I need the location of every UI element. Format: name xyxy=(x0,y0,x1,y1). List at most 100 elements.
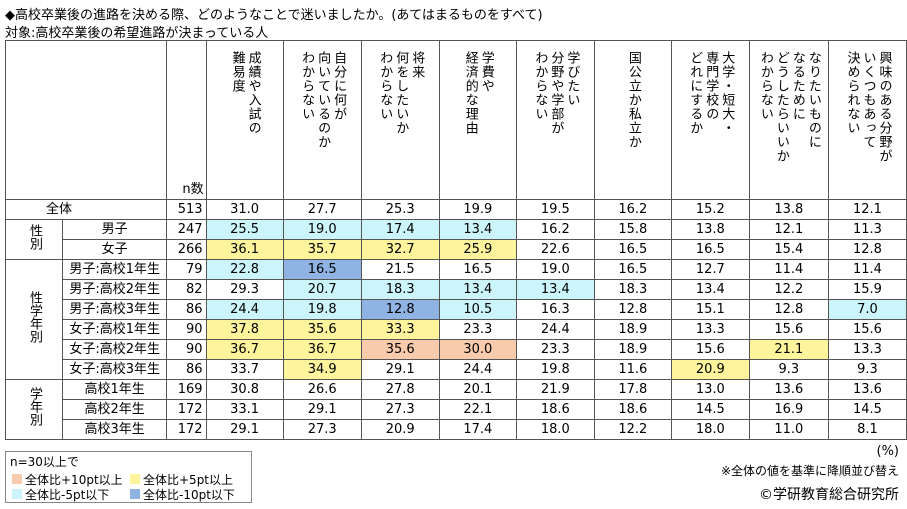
column-header-line: どうしたらいいか xyxy=(773,51,789,163)
value: 13.4 xyxy=(695,282,725,297)
value-cell: 16.5 xyxy=(593,259,672,280)
legend-swatch xyxy=(12,489,22,499)
column-header-text: なりたいものに なるために どうしたらいいか わからない xyxy=(757,41,821,163)
n-cell: 86 xyxy=(166,359,207,380)
header-row: n数 成績や入試の 難易度 自分に何が 向いているのか わからない 将来 何をしたいか わからな… xyxy=(4,40,907,200)
value: 20.9 xyxy=(695,362,725,377)
value-cell: 17.4 xyxy=(360,219,440,240)
value-cell: 14.5 xyxy=(670,399,750,420)
value-cell: 22.6 xyxy=(515,239,595,260)
value-cell: 12.7 xyxy=(670,259,750,280)
value: 29.3 xyxy=(230,282,260,297)
value: 35.6 xyxy=(385,342,415,357)
column-header-line: なるために xyxy=(789,51,805,121)
value-cell: 27.7 xyxy=(282,199,362,220)
value: 27.3 xyxy=(307,422,337,437)
value: 11.0 xyxy=(774,422,804,437)
value: 36.7 xyxy=(307,342,337,357)
value: 13.4 xyxy=(540,282,570,297)
value-cell: 19.9 xyxy=(438,199,517,220)
value: 24.4 xyxy=(540,322,570,337)
value-cell: 23.3 xyxy=(515,339,595,360)
value-cell: 20.1 xyxy=(438,379,517,400)
value: 15.2 xyxy=(695,202,725,217)
value-cell: 19.0 xyxy=(282,219,362,240)
value: 13.4 xyxy=(463,222,493,237)
value-cell: 33.1 xyxy=(205,399,284,420)
unit: (%) xyxy=(876,444,900,459)
value: 9.3 xyxy=(857,362,878,377)
row-label: 全体 xyxy=(46,202,73,217)
value: 15.9 xyxy=(852,282,882,297)
value-cell: 13.3 xyxy=(827,339,907,360)
legend-swatch xyxy=(130,489,140,499)
value-cell: 32.7 xyxy=(360,239,440,260)
value-cell: 11.3 xyxy=(827,219,907,240)
value: 16.3 xyxy=(540,302,570,317)
column-header-line: 難易度 xyxy=(229,51,245,93)
legend-label: 全体比-10pt以下 xyxy=(143,488,235,502)
value: 16.5 xyxy=(463,262,493,277)
column-header-line: わからない xyxy=(299,51,315,121)
value-cell: 12.8 xyxy=(827,239,907,260)
value: 33.3 xyxy=(385,322,415,337)
value-cell: 10.5 xyxy=(438,299,517,320)
value-cell: 19.0 xyxy=(515,259,595,280)
column-header-line: 向いているのか xyxy=(315,51,331,149)
n-cell: 172 xyxy=(166,399,207,420)
value: 17.4 xyxy=(385,222,415,237)
value: 29.1 xyxy=(230,422,260,437)
data-row: 性学年別 男子:高校1年生 79 22.8 16.5 21.5 16.5 19.0 16.5 12… xyxy=(5,259,907,380)
value-cell: 8.1 xyxy=(827,419,907,440)
row-label: 高校2年生 xyxy=(84,402,145,417)
value-cell: 25.5 xyxy=(205,219,284,240)
value: 30.8 xyxy=(230,382,260,397)
value-cell: 29.1 xyxy=(360,359,440,380)
n-cell: 513 xyxy=(166,199,207,220)
value: 32.7 xyxy=(385,242,415,257)
value: 10.5 xyxy=(463,302,493,317)
value: 16.5 xyxy=(618,242,648,257)
value: 13.3 xyxy=(852,342,882,357)
value-cell: 13.6 xyxy=(827,379,907,400)
value-cell: 27.3 xyxy=(360,399,440,420)
n-value: 90 xyxy=(186,342,203,357)
n-cell: 86 xyxy=(166,299,207,320)
value: 25.9 xyxy=(463,242,493,257)
value: 22.1 xyxy=(463,402,493,417)
value: 15.6 xyxy=(774,322,804,337)
value: 12.1 xyxy=(852,202,882,217)
value-cell: 27.3 xyxy=(282,419,362,440)
value-cell: 19.5 xyxy=(515,199,595,220)
legend-label: 全体比+10pt以上 xyxy=(25,473,123,487)
n-value: 86 xyxy=(186,302,203,317)
column-header-line: なりたいものに xyxy=(805,51,821,149)
value-cell: 16.5 xyxy=(593,239,672,260)
value: 25.5 xyxy=(230,222,260,237)
group-cell: 性別 xyxy=(5,219,63,260)
value: 12.8 xyxy=(774,302,804,317)
value-cell: 12.2 xyxy=(593,419,672,440)
n-header-cell: n数 xyxy=(166,40,207,200)
column-header-text: 大学・短大・ 専門学校の どれにするか xyxy=(686,41,734,135)
value: 27.8 xyxy=(385,382,415,397)
column-header-text: 学費や 経済的な理由 xyxy=(462,41,494,135)
column-header-line: 興味のある分野が xyxy=(876,51,892,163)
value-cell: 13.3 xyxy=(670,319,750,340)
value-cell: 18.3 xyxy=(360,279,440,300)
value: 18.3 xyxy=(618,282,648,297)
data-row: 男子:高校3年生 86 24.4 19.8 12.8 10.5 16.3 12.8 15.1 12… xyxy=(6,299,907,320)
row-label: 女子:高校2年生 xyxy=(69,342,160,357)
column-header-text: 自分に何が 向いているのか わからない xyxy=(298,41,346,149)
data-row: 女子:高校1年生 90 37.8 35.6 33.3 23.3 24.4 18.9 13.3 15… xyxy=(6,319,907,340)
n-header: n数 xyxy=(182,182,204,197)
column-header-line: 分野や学部が xyxy=(548,51,564,135)
value-cell: 18.9 xyxy=(593,319,672,340)
row-label: 女子:高校1年生 xyxy=(69,322,160,337)
value-cell: 15.9 xyxy=(827,279,907,300)
n-value: 86 xyxy=(186,362,203,377)
value-cell: 25.3 xyxy=(360,199,440,220)
data-row: 女子 266 36.1 35.7 32.7 25.9 22.6 16.5 16.5 15.4 12.… xyxy=(6,239,907,260)
value-cell: 11.6 xyxy=(593,359,672,380)
row-label-cell: 女子:高校2年生 xyxy=(61,339,168,360)
